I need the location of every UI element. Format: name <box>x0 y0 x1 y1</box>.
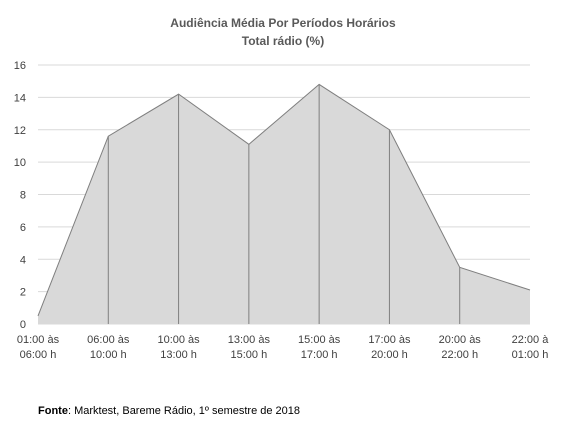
source-text: : Marktest, Bareme Rádio, 1º semestre de… <box>67 405 301 417</box>
y-tick-label: 0 <box>20 319 26 331</box>
y-tick-label: 10 <box>14 157 26 169</box>
chart-title: Audiência Média Por Períodos Horários <box>170 16 396 30</box>
y-tick-label: 14 <box>14 92 26 104</box>
y-tick-label: 2 <box>20 287 26 299</box>
y-axis: 0 2 4 6 8 10 12 14 16 <box>14 60 26 331</box>
y-tick-label: 16 <box>14 60 26 72</box>
x-tick-label: 17:00 às 20:00 h <box>368 334 411 361</box>
x-tick-label: 22:00 à 01:00 h <box>512 334 550 361</box>
y-tick-label: 8 <box>20 190 26 202</box>
y-tick-label: 4 <box>20 254 26 266</box>
source-label: Fonte <box>38 405 68 417</box>
y-tick-label: 12 <box>14 125 26 137</box>
x-tick-label: 10:00 às 13:00 h <box>157 334 200 361</box>
x-tick-label: 15:00 às 17:00 h <box>298 334 341 361</box>
x-tick-label: 01:00 às 06:00 h <box>17 334 60 361</box>
chart-subtitle: Total rádio (%) <box>242 34 324 48</box>
plot-area <box>37 83 531 324</box>
x-tick-label: 20:00 às 22:00 h <box>439 334 482 361</box>
x-tick-label: 06:00 às 10:00 h <box>87 334 130 361</box>
y-tick-label: 6 <box>20 222 26 234</box>
source-note: Fonte: Marktest, Bareme Rádio, 1º semest… <box>38 405 300 417</box>
area-fill <box>38 84 530 324</box>
series-line <box>37 83 531 317</box>
x-tick-label: 13:00 às 15:00 h <box>228 334 271 361</box>
x-axis: 01:00 às 06:00 h 06:00 às 10:00 h 10:00 às 13… <box>17 334 549 361</box>
